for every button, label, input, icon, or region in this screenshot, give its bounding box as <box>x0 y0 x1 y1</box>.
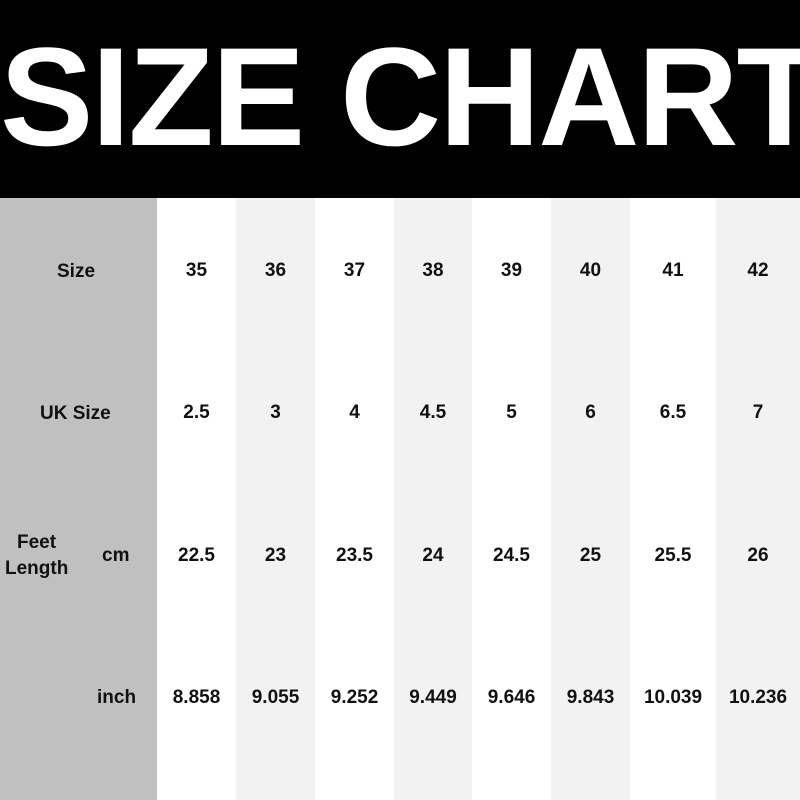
cell-inch: 9.843 <box>566 687 615 708</box>
cell-size: 37 <box>343 260 366 281</box>
row-label-uk-size: UK Size <box>40 403 111 424</box>
cell-size: 36 <box>264 260 287 281</box>
size-column <box>472 198 551 800</box>
cell-cm: 25.5 <box>654 545 692 566</box>
cell-size: 39 <box>500 260 523 281</box>
size-column <box>157 198 236 800</box>
cell-size: 35 <box>185 260 208 281</box>
cell-cm: 23 <box>264 545 287 566</box>
row-label-cm: cm <box>102 545 130 566</box>
row-label-size: Size <box>57 261 96 282</box>
cell-uk-size: 6.5 <box>659 402 687 423</box>
cell-uk-size: 5 <box>506 402 517 423</box>
cell-cm: 24.5 <box>493 545 530 566</box>
header-banner: SIZE CHART <box>0 0 800 198</box>
cell-inch: 8.858 <box>172 687 221 708</box>
cell-cm: 24 <box>422 545 444 566</box>
cell-size: 42 <box>747 260 769 281</box>
cell-inch: 9.449 <box>409 687 457 708</box>
cell-uk-size: 4 <box>349 402 360 423</box>
cell-uk-size: 7 <box>752 402 764 423</box>
cell-inch: 10.236 <box>728 687 788 708</box>
row-label-feet: Feet <box>17 532 57 553</box>
cell-inch: 9.252 <box>330 687 379 708</box>
cell-inch: 9.646 <box>487 687 536 708</box>
label-column <box>0 198 157 800</box>
cell-uk-size: 6 <box>585 402 596 423</box>
size-column <box>394 198 472 800</box>
size-column <box>716 198 800 800</box>
row-label-inch: inch <box>97 687 137 708</box>
cell-inch: 9.055 <box>251 687 300 708</box>
cell-size: 40 <box>579 260 602 281</box>
cell-cm: 25 <box>579 545 602 566</box>
page-title: SIZE CHART <box>0 18 800 175</box>
cell-uk-size: 2.5 <box>183 402 210 423</box>
size-column <box>551 198 630 800</box>
size-column <box>315 198 394 800</box>
cell-uk-size: 3 <box>270 402 281 423</box>
cell-inch: 10.039 <box>643 687 703 708</box>
row-label-length: Length <box>5 558 69 579</box>
cell-uk-size: 4.5 <box>419 402 447 423</box>
cell-cm: 26 <box>747 545 769 566</box>
size-column <box>630 198 716 800</box>
size-column <box>236 198 315 800</box>
cell-cm: 22.5 <box>178 545 215 566</box>
cell-cm: 23.5 <box>336 545 373 566</box>
cell-size: 38 <box>422 260 444 281</box>
cell-size: 41 <box>662 260 684 281</box>
